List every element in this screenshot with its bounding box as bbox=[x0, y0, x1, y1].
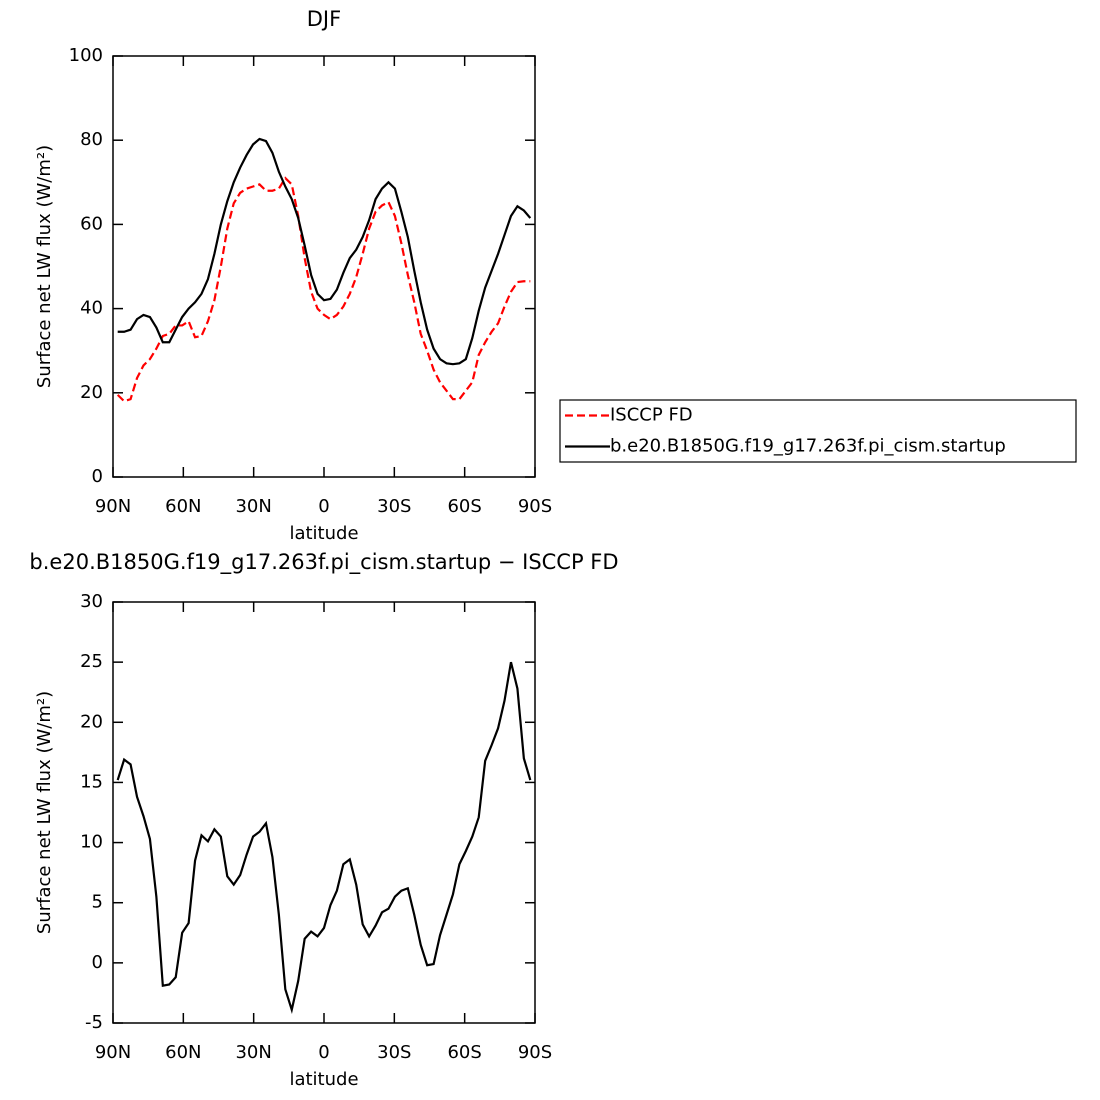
x-tick-label: 0 bbox=[318, 496, 329, 517]
legend-label: b.e20.B1850G.f19_g17.263f.pi_cism.startu… bbox=[610, 436, 1006, 457]
x-axis-label: latitude bbox=[289, 1069, 358, 1090]
x-tick-label: 90S bbox=[518, 1042, 552, 1063]
y-tick-label: 10 bbox=[80, 832, 103, 853]
y-tick-label: 80 bbox=[80, 129, 103, 150]
y-tick-label: 100 bbox=[69, 45, 103, 66]
x-tick-label: 30S bbox=[377, 496, 411, 517]
y-tick-label: 25 bbox=[80, 651, 103, 672]
x-tick-label: 30S bbox=[377, 1042, 411, 1063]
y-tick-label: 20 bbox=[80, 711, 103, 732]
series-line bbox=[116, 176, 531, 403]
chart-title: DJF bbox=[307, 7, 341, 31]
legend-label: ISCCP FD bbox=[610, 405, 693, 426]
x-tick-label: 60N bbox=[165, 496, 201, 517]
y-tick-label: -5 bbox=[85, 1012, 103, 1033]
x-tick-label: 60S bbox=[447, 1042, 481, 1063]
y-tick-label: 0 bbox=[92, 466, 103, 487]
series-line bbox=[116, 661, 532, 1015]
x-tick-label: 60N bbox=[165, 1042, 201, 1063]
x-tick-label: 90S bbox=[518, 496, 552, 517]
y-tick-label: 20 bbox=[80, 382, 103, 403]
y-tick-label: 30 bbox=[80, 591, 103, 612]
y-tick-label: 5 bbox=[92, 892, 103, 913]
legend-box bbox=[559, 399, 1077, 463]
y-axis-label: Surface net LW flux (W/m²) bbox=[34, 145, 55, 388]
y-tick-label: 0 bbox=[92, 952, 103, 973]
y-tick-label: 60 bbox=[80, 213, 103, 234]
y-axis-label: Surface net LW flux (W/m²) bbox=[34, 691, 55, 934]
x-tick-label: 90N bbox=[95, 496, 131, 517]
chart-title: b.e20.B1850G.f19_g17.263f.pi_cism.startu… bbox=[29, 550, 618, 575]
plot-frame bbox=[112, 55, 536, 478]
plot-frame bbox=[112, 601, 536, 1024]
series-line bbox=[117, 137, 532, 366]
x-tick-label: 60S bbox=[447, 496, 481, 517]
x-tick-label: 30N bbox=[235, 1042, 271, 1063]
x-tick-label: 0 bbox=[318, 1042, 329, 1063]
x-tick-label: 90N bbox=[95, 1042, 131, 1063]
x-tick-label: 30N bbox=[235, 496, 271, 517]
y-tick-label: 40 bbox=[80, 298, 103, 319]
x-axis-label: latitude bbox=[289, 523, 358, 544]
y-tick-label: 15 bbox=[80, 771, 103, 792]
